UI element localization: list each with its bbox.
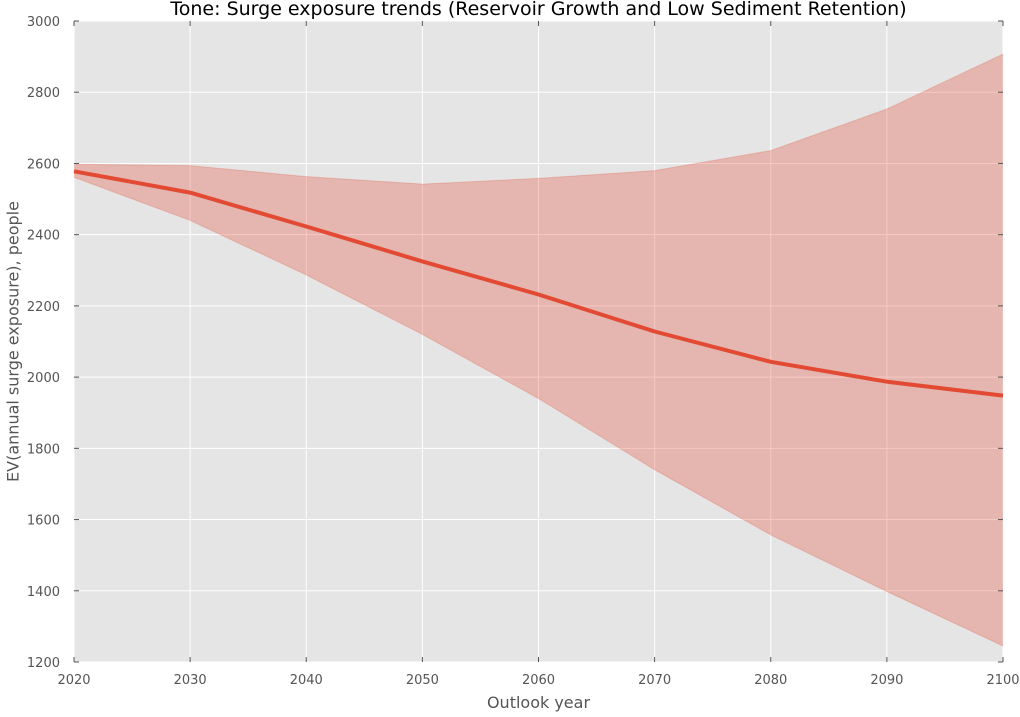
y-tick-label: 2800 <box>27 86 60 101</box>
x-axis-label: Outlook year <box>487 693 591 712</box>
x-tick-label: 2030 <box>174 673 207 688</box>
band-lower-edge <box>73 176 1004 647</box>
y-tick-label: 1200 <box>27 656 60 671</box>
y-tick-label: 2200 <box>27 300 60 315</box>
x-tick-label: 2090 <box>870 673 903 688</box>
y-tick-label: 1800 <box>27 442 60 457</box>
x-tick-label: 2040 <box>290 673 323 688</box>
series-layer <box>73 169 1004 398</box>
ticks: 2020 2030 2040 2050 2060 2070 2080 2090 2100 1200… <box>27 15 1020 688</box>
y-tick-label: 2600 <box>27 157 60 172</box>
uncertainty-band <box>74 54 1003 647</box>
x-tick-label: 2060 <box>522 673 555 688</box>
y-tick-label: 1600 <box>27 514 60 529</box>
y-tick-label: 2400 <box>27 229 60 244</box>
y-tick-label: 1400 <box>27 585 60 600</box>
y-tick-label: 3000 <box>27 15 60 30</box>
series-line-0 <box>73 169 1004 398</box>
x-tick-label: 2100 <box>986 673 1019 688</box>
x-tick-label: 2080 <box>754 673 787 688</box>
band-upper-edge <box>73 53 1004 185</box>
x-tick-label: 2070 <box>638 673 671 688</box>
y-axis-label: EV(annual surge exposure), people <box>4 201 23 482</box>
chart-title: Tone: Surge exposure trends (Reservoir G… <box>169 0 906 20</box>
x-tick-label: 2020 <box>57 673 90 688</box>
y-tick-label: 2000 <box>27 371 60 386</box>
x-tick-label: 2050 <box>406 673 439 688</box>
